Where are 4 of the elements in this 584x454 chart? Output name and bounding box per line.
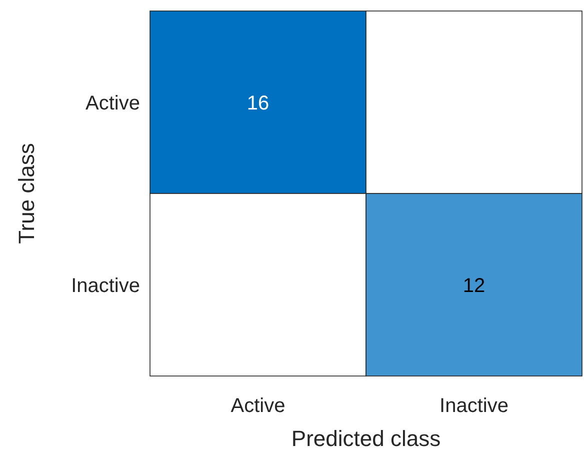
x-axis-title: Predicted class [291,426,441,451]
data-label: 16 [246,92,270,114]
y-axis-title: True class [14,143,39,244]
data-label: 12 [462,274,486,297]
